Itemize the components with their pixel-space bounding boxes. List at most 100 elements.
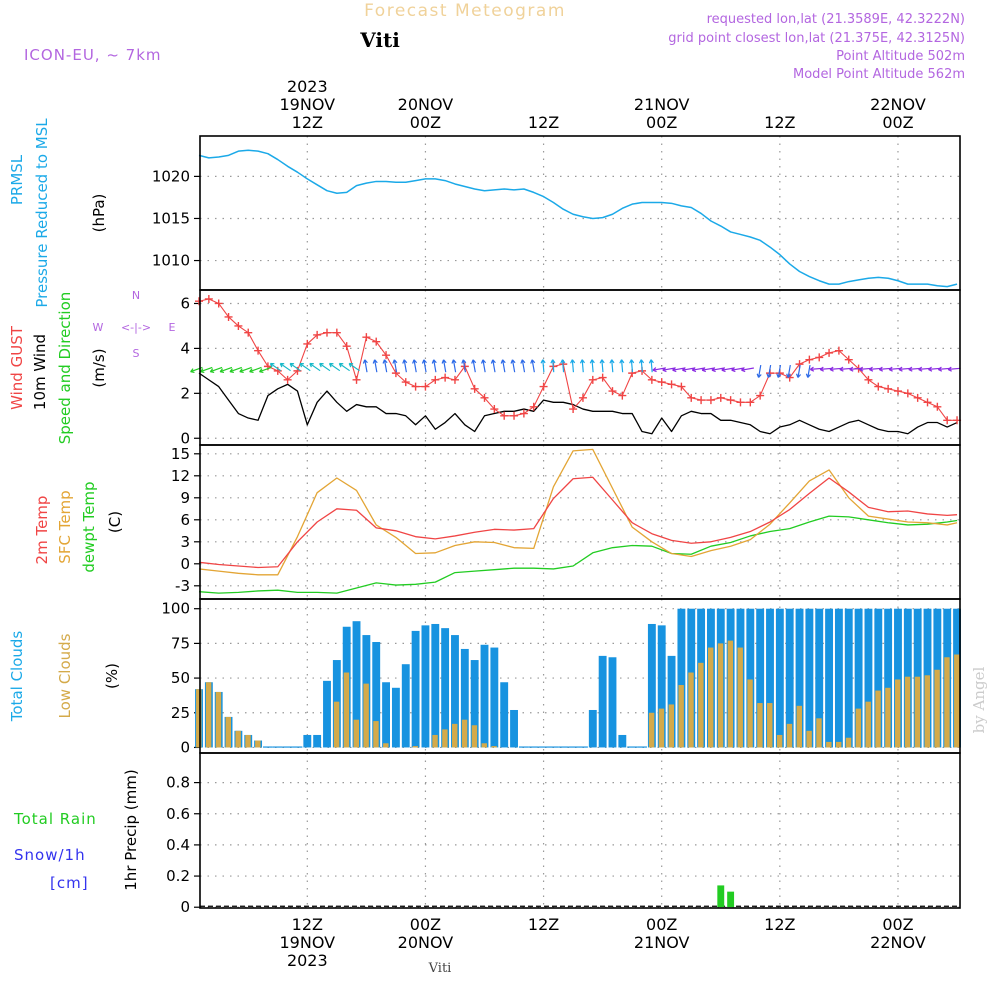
wind-gust-marker (421, 382, 430, 391)
wind-gust-marker (716, 393, 725, 402)
dewpoint-line (198, 515, 958, 594)
low-cloud-bar (924, 675, 930, 748)
wind-direction-arrow (766, 364, 772, 378)
wind-gust-marker (224, 312, 233, 321)
wind-direction-arrow (461, 359, 467, 373)
total-cloud-bar (608, 657, 617, 748)
wind-gust-marker (756, 391, 765, 400)
total-cloud-bar (815, 608, 824, 748)
wind-gust-marker (933, 402, 942, 411)
y-tick-label: -3 (175, 577, 190, 595)
low-cloud-bar (383, 743, 389, 748)
wind-gust-marker (864, 375, 873, 384)
top-date-label: 22NOV (870, 95, 926, 114)
wind-direction-arrow (382, 359, 388, 373)
top-hour-label: 12Z (528, 113, 559, 132)
temp-unit: (C) (106, 511, 124, 533)
wind-gust-marker (372, 337, 381, 346)
wind-gust-marker (746, 398, 755, 407)
total-cloud-bar (391, 687, 400, 748)
wind-direction-arrow (662, 367, 676, 373)
compass-arrows: <-|-> (121, 321, 151, 334)
wind-gust-marker (687, 393, 696, 402)
y-tick-label: 0 (180, 898, 190, 916)
wind-unit: (m/s) (90, 348, 108, 387)
total-cloud-bar (401, 664, 410, 748)
pressure-label-2: Pressure Reduced to MSL (33, 118, 51, 308)
top-hour-label: 00Z (410, 113, 441, 132)
low-cloud-bar (875, 690, 881, 748)
y-tick-label: 9 (180, 489, 190, 507)
total-cloud-bar (756, 608, 765, 748)
total-cloud-bar (785, 608, 794, 748)
y-tick-label: 12 (171, 467, 190, 485)
low-cloud-bar (717, 643, 724, 748)
total-cloud-bar (352, 621, 361, 748)
wind-direction-arrow (362, 359, 368, 373)
wind-gust-marker (500, 411, 509, 420)
low-cloud-bar (737, 647, 743, 748)
wind-gust-marker (332, 328, 341, 337)
low-cloud-bar (668, 704, 675, 748)
wind-gust-marker (352, 375, 361, 384)
total-cloud-bar (323, 680, 331, 748)
wind-direction-arrow (756, 364, 762, 378)
low-cloud-bar (895, 679, 901, 748)
wind-gust-marker (598, 373, 607, 382)
wind-gust-line (198, 298, 958, 421)
wind-direction-arrow (619, 359, 625, 373)
low-cloud-bar (245, 734, 251, 748)
wind-gust-marker (195, 297, 204, 306)
wind-gust-marker (697, 396, 706, 405)
wind-direction-arrow (289, 362, 301, 372)
wind-gust-marker (578, 393, 587, 402)
wind-direction-arrow (510, 359, 516, 373)
y-tick-label: 25 (171, 704, 190, 722)
wind-direction-arrow (338, 362, 350, 372)
low-cloud-bar (235, 730, 241, 748)
bottom-year-label: 2023 (287, 951, 328, 970)
compass-east: E (169, 321, 176, 334)
low-cloud-bar (806, 730, 812, 748)
top-year-label: 2023 (287, 77, 328, 96)
total-cloud-bar (431, 623, 440, 748)
wind-gust-label: Wind GUST (8, 325, 26, 410)
low-cloud-bar (215, 691, 222, 748)
wind-direction-arrow (579, 359, 586, 373)
total-clouds-label: Total Clouds (8, 631, 26, 723)
wind-direction-arrow (471, 359, 477, 373)
total-cloud-bar (775, 608, 784, 748)
footer-location: Viti (428, 961, 452, 976)
wind-direction-arrow (711, 367, 725, 373)
temperature-panel (199, 444, 961, 600)
y-tick-label: 1015 (152, 209, 190, 227)
total-cloud-bar (480, 644, 489, 748)
wind-direction-arrow (348, 362, 360, 372)
total-cloud-bar (372, 642, 381, 748)
low-cloud-bar (767, 703, 773, 748)
low-cloud-bar (461, 719, 468, 748)
low-cloud-bar (491, 746, 497, 748)
low-cloud-bar (914, 676, 921, 748)
wind-gust-marker (510, 411, 519, 420)
wind-direction-arrow (279, 362, 291, 372)
wind-direction-arrow (609, 359, 615, 373)
total-cloud-bar (894, 608, 902, 748)
top-date-label: 19NOV (280, 95, 336, 114)
wind-gust-marker (923, 398, 932, 407)
grid-point-coords: grid point closest lon,lat (21.375E, 42.… (668, 31, 965, 46)
total-cloud-bar (510, 709, 518, 748)
wind-direction-arrow (731, 367, 745, 373)
total-cloud-bar (854, 608, 863, 748)
total-cloud-bar (677, 608, 686, 748)
wind-direction-arrow (795, 364, 802, 378)
total-cloud-bar (795, 608, 804, 748)
wind-direction-arrow (589, 359, 595, 373)
snow-label: Snow/1h (14, 846, 86, 864)
wind-gust-marker (569, 405, 578, 414)
total-cloud-bar (568, 746, 579, 748)
wind-gust-marker (283, 375, 292, 384)
wind-gust-marker (815, 353, 824, 362)
wind-direction-arrow (805, 364, 811, 378)
wind-gust-marker (362, 333, 371, 342)
